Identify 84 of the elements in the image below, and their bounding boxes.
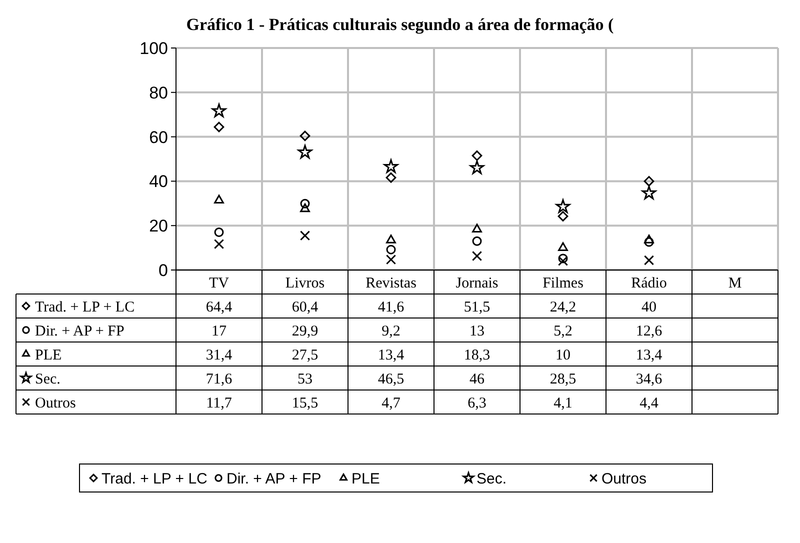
data-label: 60,4 [292,299,319,316]
data-label: 29,9 [292,323,318,340]
point [214,122,224,132]
point [214,228,224,237]
legend-label: Dir. + AP + FP [35,323,124,340]
data-label: 27,5 [292,347,318,364]
text: Outros [602,470,647,488]
y-tick-label: 100 [140,38,168,58]
point [558,254,568,264]
data-label: 13,4 [378,347,405,364]
point [472,250,482,262]
point [644,255,654,266]
point [300,130,310,142]
point [300,203,310,212]
point [472,224,482,233]
data-label: 17 [212,323,227,340]
data-label: 5,2 [554,323,572,340]
point [644,176,654,186]
y-tick-label: 20 [149,216,168,236]
x-tick-label: Livros [285,275,325,292]
x-tick-label: Revistas [366,275,417,292]
data-label: 18,3 [464,347,490,364]
data-label: 15,5 [292,395,318,412]
point [300,230,310,241]
x-tick-label: Jornais [456,275,498,292]
data-label: 40 [642,299,656,316]
data-label: 64,4 [206,299,233,316]
text: Sec. [476,470,507,488]
point [212,104,226,118]
point [386,254,396,265]
data-label: 31,4 [206,347,233,364]
point [558,242,568,251]
point [386,234,396,244]
data-label: 46 [470,371,485,388]
y-tick-label: 0 [158,260,168,280]
data-label: 24,2 [550,299,576,316]
data-label: 4,4 [640,395,659,412]
y-tick-label: 60 [149,128,168,147]
point [214,194,224,204]
legend-label: Sec. [35,371,60,388]
data-label: 28,5 [550,371,576,388]
point [386,172,396,183]
point [642,186,656,200]
data-label: 53 [298,371,312,388]
data-label: 46,5 [378,371,404,388]
data-label: 51,5 [464,299,490,316]
x-tick-label: Filmes [542,275,584,292]
point [384,159,398,173]
data-label: 4,7 [382,395,401,412]
point [472,236,482,246]
y-tick-label: 80 [149,83,168,102]
point [644,237,654,247]
legend-label: PLE [35,347,62,364]
x-tick-label: TV [209,275,230,292]
point [386,244,396,254]
data-label: 9,2 [382,323,400,340]
chart-title: Gráfico 1 - Práticas culturais segundo a área de formação ( [186,15,614,34]
data-label: 34,6 [636,371,663,388]
point [472,150,482,161]
data-label: 4,1 [554,395,572,412]
point [300,198,310,208]
data-label: 12,6 [636,323,663,340]
text: Trad. + LP + LC [102,470,208,488]
legend-label: Trad. + LP + LC [35,299,135,316]
point [214,238,224,250]
data-label: 10 [556,347,570,364]
data-label: 11,7 [206,395,232,412]
text: PLE [352,470,380,488]
data-label: 71,6 [206,371,233,388]
text: Dir. + AP + FP [226,470,322,488]
point [558,256,568,266]
point [558,211,568,222]
y-tick-label: 40 [149,172,168,192]
data-label: 41,6 [378,299,405,316]
point [644,234,654,244]
point [556,199,570,213]
x-tick-label: M [728,275,742,292]
data-label: 13 [470,323,484,340]
x-tick-label: Rádio [631,275,667,292]
data-label: 13,4 [636,347,663,364]
point [298,144,312,158]
point [470,160,484,174]
legend-label: Outros [35,395,76,412]
data-label: 6,3 [468,395,486,412]
